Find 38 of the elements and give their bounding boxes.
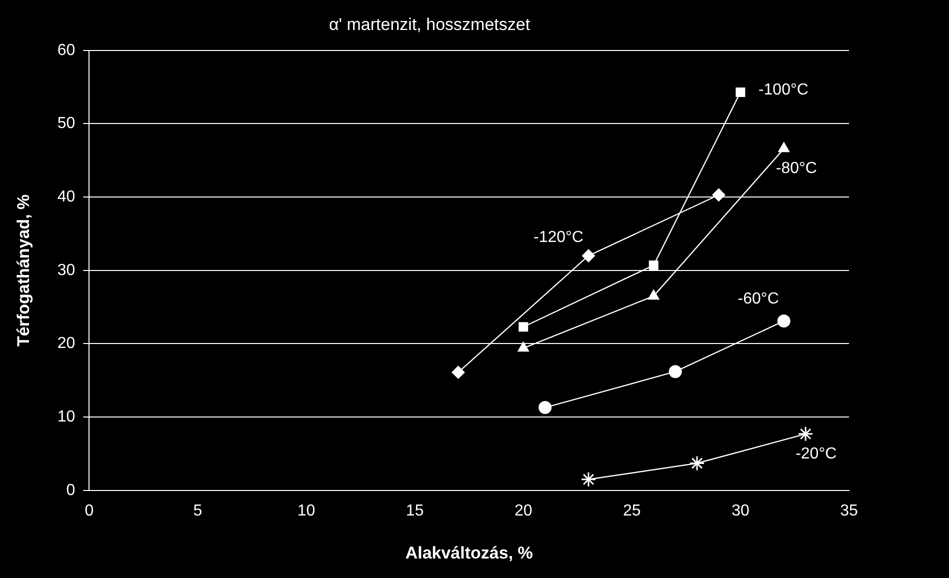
point bbox=[582, 249, 595, 262]
point bbox=[518, 322, 528, 332]
point bbox=[580, 472, 596, 488]
x-tick-label: 35 bbox=[840, 502, 858, 520]
y-axis-title: Térfogathányad, % bbox=[14, 194, 33, 346]
y-tick-label: 10 bbox=[57, 408, 76, 426]
series-label: -60°C bbox=[738, 290, 779, 308]
y-tick-label: 50 bbox=[57, 115, 76, 132]
x-axis-title: Alakváltozás, % bbox=[405, 543, 533, 562]
point bbox=[778, 142, 790, 152]
y-tick-label: 0 bbox=[66, 482, 76, 499]
point bbox=[689, 456, 705, 472]
point bbox=[712, 188, 726, 202]
point bbox=[798, 426, 814, 442]
x-tick-label: 0 bbox=[84, 502, 94, 520]
x-tick-label: 30 bbox=[732, 502, 750, 520]
y-tick-label: 40 bbox=[57, 188, 76, 206]
point bbox=[736, 87, 746, 97]
point bbox=[518, 342, 530, 352]
series-label: -80°C bbox=[776, 160, 817, 178]
point bbox=[668, 365, 682, 378]
series-label: -120°C bbox=[534, 229, 584, 246]
y-tick-label: 30 bbox=[57, 262, 76, 279]
y-tick-label: 20 bbox=[57, 335, 76, 352]
x-tick-label: 5 bbox=[193, 502, 202, 520]
chart-title: α' martenzit, hosszmetszet bbox=[328, 14, 530, 34]
x-tick-label: 10 bbox=[297, 502, 316, 520]
point bbox=[452, 366, 465, 379]
x-tick-label: 25 bbox=[623, 502, 641, 520]
series-label: -100°C bbox=[758, 82, 808, 99]
point bbox=[777, 314, 790, 328]
point bbox=[648, 260, 658, 270]
series-label: -20°C bbox=[796, 445, 837, 462]
y-tick-label: 60 bbox=[57, 42, 76, 59]
x-tick-label: 15 bbox=[406, 502, 424, 520]
point bbox=[538, 401, 552, 414]
point bbox=[648, 290, 660, 300]
x-tick-label: 20 bbox=[514, 502, 532, 520]
